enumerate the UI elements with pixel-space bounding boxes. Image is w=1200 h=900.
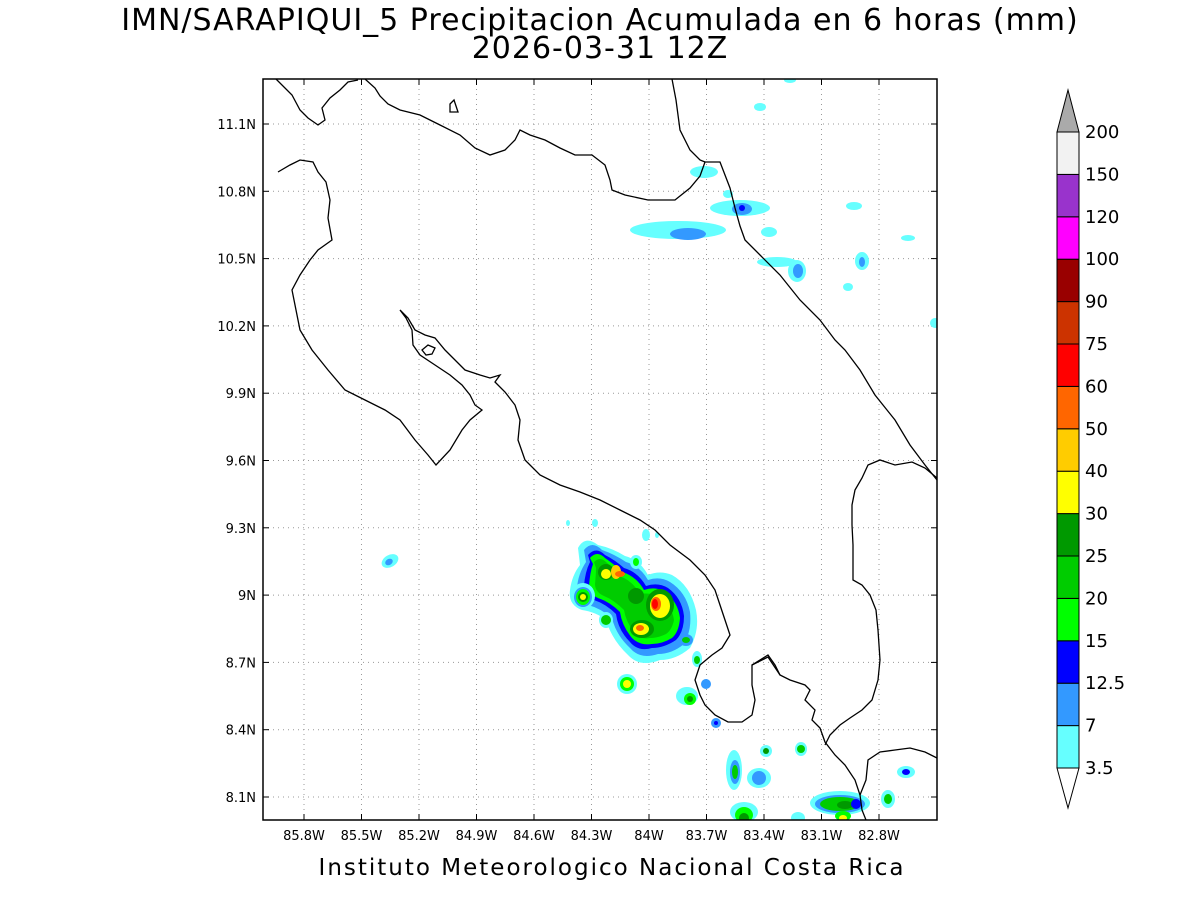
colorbar-swatch (1056, 725, 1080, 769)
golfo-nicoya-island (421, 344, 436, 356)
colorbar-label: 150 (1085, 164, 1119, 185)
map-title: IMN/SARAPIQUI_5 Precipitacion Acumulada … (121, 3, 1079, 38)
precip-cluster-north (630, 79, 937, 328)
nicaragua-east (671, 79, 706, 163)
colorbar-swatch (1056, 555, 1080, 599)
precip-cluster-south (726, 742, 915, 820)
precip-cluster-central-pacific (566, 519, 721, 728)
graticule (263, 79, 937, 820)
colorbar-legend: 3.5 7 12.5 15 20 25 30 40 50 60 75 90 100 120 150 200 (1056, 88, 1125, 810)
nicaragua-coast (275, 79, 937, 481)
colorbar-label: 15 (1085, 631, 1108, 652)
map-datetime: 2026-03-31 12Z (471, 31, 729, 66)
colorbar-underflow-arrow (1056, 767, 1080, 810)
lat-tick-label: 10.8N (217, 185, 256, 200)
lon-tick-label: 85.8W (283, 829, 325, 844)
panama-coast-south (859, 747, 937, 796)
lat-tick-label: 8.1N (226, 791, 256, 806)
colorbar-label: 50 (1085, 419, 1108, 440)
coastline (275, 79, 937, 820)
colorbar-label: 7 (1085, 716, 1096, 737)
colorbar-swatch (1056, 301, 1080, 345)
costa-rica-pacific-coast (277, 159, 867, 820)
colorbar-label: 30 (1085, 504, 1108, 525)
precipitation-field (381, 79, 937, 820)
lon-tick-label: 83.4W (743, 829, 785, 844)
lat-tick-label: 8.7N (226, 656, 256, 671)
colorbar-swatch (1056, 216, 1080, 260)
lon-tick-label: 82.8W (858, 829, 900, 844)
colorbar-label: 120 (1085, 207, 1119, 228)
lon-tick-label: 85.5W (341, 829, 383, 844)
lat-tick-label: 9N (238, 589, 256, 604)
lat-tick-label: 10.2N (217, 320, 256, 335)
lon-tick-label: 85.2W (398, 829, 440, 844)
lat-tick-label: 10.5N (217, 253, 256, 268)
precip-cluster-west (381, 554, 399, 568)
colorbar-label: 90 (1085, 292, 1108, 313)
axis-labels: 11.1N 10.8N 10.5N 10.2N 9.9N 9.6N 9.3N 9N 8.7N 8.… (217, 118, 900, 844)
lat-tick-label: 8.4N (226, 724, 256, 739)
golfo-dulce (751, 656, 781, 676)
colorbar-label: 60 (1085, 376, 1108, 397)
colorbar-label: 40 (1085, 461, 1108, 482)
lon-tick-label: 84.3W (571, 829, 613, 844)
colorbar-label: 3.5 (1085, 758, 1114, 779)
colorbar-label: 100 (1085, 249, 1119, 270)
lat-tick-label: 9.3N (226, 522, 256, 537)
lon-tick-label: 83.7W (686, 829, 728, 844)
colorbar-swatch (1056, 470, 1080, 515)
lat-tick-label: 11.1N (217, 118, 256, 133)
panama-border (824, 459, 937, 746)
colorbar-swatch (1056, 385, 1080, 430)
colorbar-swatch (1056, 258, 1080, 303)
colorbar-overflow-arrow (1056, 88, 1080, 133)
lat-tick-label: 9.9N (226, 387, 256, 402)
colorbar-swatch (1056, 343, 1080, 387)
colorbar-swatch (1056, 597, 1080, 642)
colorbar-label: 75 (1085, 334, 1108, 355)
footer-credit: Instituto Meteorologico Nacional Costa R… (318, 855, 906, 881)
lon-tick-label: 84W (634, 829, 664, 844)
colorbar-swatch (1056, 682, 1080, 727)
colorbar-label: 200 (1085, 122, 1119, 143)
lon-tick-label: 83.1W (801, 829, 843, 844)
colorbar-swatch (1056, 640, 1080, 684)
colorbar-label: 12.5 (1085, 673, 1125, 694)
lon-tick-label: 84.9W (456, 829, 498, 844)
colorbar-label: 20 (1085, 588, 1108, 609)
colorbar-swatch (1056, 131, 1080, 175)
colorbar-swatch (1056, 428, 1080, 472)
map-frame (262, 78, 938, 821)
colorbar-swatch (1056, 173, 1080, 218)
lat-tick-label: 9.6N (226, 455, 256, 470)
colorbar-swatch (1056, 513, 1080, 557)
colorbar-label: 25 (1085, 546, 1108, 567)
lon-tick-label: 84.6W (513, 829, 555, 844)
isla-bolanos (449, 98, 459, 113)
